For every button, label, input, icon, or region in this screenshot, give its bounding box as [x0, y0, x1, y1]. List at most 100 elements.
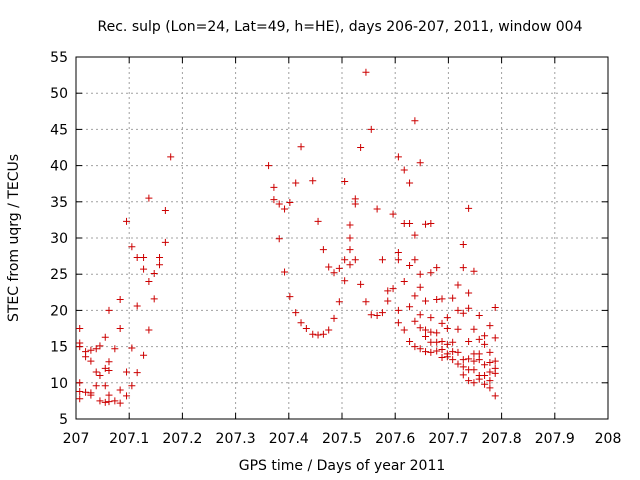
data-point-marker: [373, 311, 381, 319]
data-point-marker: [111, 397, 119, 405]
x-tick-label: 207.2: [162, 431, 202, 447]
data-point-marker: [145, 326, 153, 334]
data-point-marker: [357, 280, 365, 288]
data-point-marker: [76, 387, 84, 395]
x-tick-label: 208: [595, 431, 622, 447]
data-point-marker: [265, 162, 273, 170]
data-point-marker: [116, 399, 124, 407]
data-point-marker: [427, 314, 435, 322]
data-point-marker: [357, 144, 365, 151]
y-tick-label: 10: [50, 376, 68, 392]
data-point-marker: [486, 348, 494, 356]
data-point-marker: [292, 179, 300, 187]
data-point-marker: [346, 234, 354, 242]
data-point-marker: [486, 384, 494, 392]
data-point-marker: [475, 335, 483, 343]
data-point-marker: [82, 353, 90, 361]
x-tick-label: 207.8: [482, 431, 522, 447]
data-point-marker: [411, 231, 419, 239]
data-point-marker: [433, 338, 441, 346]
data-point-marker: [416, 345, 424, 353]
data-point-marker: [465, 304, 473, 312]
data-point-marker: [346, 221, 354, 229]
x-tick-label: 207.1: [109, 431, 149, 447]
x-axis-label: GPS time / Days of year 2011: [239, 458, 446, 474]
data-point-marker: [87, 346, 95, 354]
data-point-marker: [406, 262, 414, 270]
data-point-marker: [411, 256, 419, 264]
data-point-marker: [367, 311, 375, 319]
data-point-marker: [449, 356, 457, 364]
data-point-marker: [481, 332, 489, 340]
data-point-marker: [281, 268, 289, 276]
data-point-marker: [292, 309, 300, 317]
data-point-marker: [416, 270, 424, 278]
data-point-marker: [394, 319, 402, 327]
data-point-marker: [416, 311, 424, 319]
data-point-marker: [475, 311, 483, 319]
data-point-marker: [486, 359, 494, 367]
data-point-marker: [427, 269, 435, 277]
data-point-marker: [309, 177, 317, 185]
x-tick-label: 207.3: [216, 431, 256, 447]
data-point-marker: [422, 348, 430, 356]
data-point-marker: [362, 298, 370, 306]
data-point-marker: [330, 269, 338, 277]
data-point-marker: [438, 319, 446, 327]
data-point-marker: [411, 292, 419, 300]
data-point-marker: [346, 261, 354, 269]
data-point-marker: [123, 217, 131, 225]
data-point-marker: [297, 319, 305, 327]
data-point-marker: [92, 382, 100, 390]
data-point-marker: [389, 285, 397, 293]
data-point-marker: [76, 325, 84, 332]
data-point-marker: [470, 379, 478, 387]
data-point-marker: [140, 351, 148, 359]
data-point-marker: [438, 338, 446, 346]
data-point-marker: [454, 360, 462, 368]
data-point-marker: [145, 194, 153, 202]
data-point-marker: [449, 294, 457, 302]
data-point-marker: [433, 329, 441, 337]
data-point-marker: [486, 368, 494, 376]
data-point-marker: [105, 358, 113, 366]
data-point-marker: [454, 281, 462, 289]
data-point-marker: [406, 303, 414, 311]
x-tick-label: 207: [63, 431, 90, 447]
data-point-marker: [459, 241, 467, 249]
data-point-marker: [465, 355, 473, 363]
x-tick-label: 207.9: [535, 431, 575, 447]
data-point-marker: [384, 297, 392, 305]
data-point-marker: [394, 306, 402, 314]
data-point-marker: [449, 338, 457, 346]
data-point-marker: [394, 248, 402, 256]
data-point-marker: [433, 264, 441, 272]
data-point-marker: [96, 397, 104, 405]
data-point-marker: [123, 368, 131, 376]
data-point-marker: [406, 220, 414, 228]
data-point-marker: [105, 391, 113, 399]
data-point-marker: [411, 317, 419, 325]
data-point-marker: [422, 220, 430, 228]
data-point-marker: [422, 332, 430, 340]
data-point-marker: [433, 296, 441, 304]
data-point-marker: [491, 334, 499, 342]
data-point-marker: [459, 371, 467, 379]
data-point-marker: [105, 398, 113, 406]
data-point-marker: [128, 382, 136, 390]
data-point-marker: [486, 377, 494, 385]
data-point-marker: [481, 372, 489, 380]
data-point-marker: [400, 326, 408, 334]
data-point-marker: [422, 297, 430, 305]
y-tick-label: 50: [50, 86, 68, 102]
data-point-marker: [454, 306, 462, 314]
data-point-marker: [427, 348, 435, 356]
data-point-marker: [470, 357, 478, 365]
data-point-marker: [156, 254, 164, 262]
axis-tick-labels: 207 207.1 207.2 207.3 207.4 207.5 207.6 207.7 20…: [50, 50, 621, 447]
data-point-marker: [76, 395, 84, 403]
data-point-marker: [373, 205, 381, 213]
data-point-marker: [449, 348, 457, 356]
data-point-marker: [133, 302, 141, 310]
data-point-marker: [438, 345, 446, 353]
